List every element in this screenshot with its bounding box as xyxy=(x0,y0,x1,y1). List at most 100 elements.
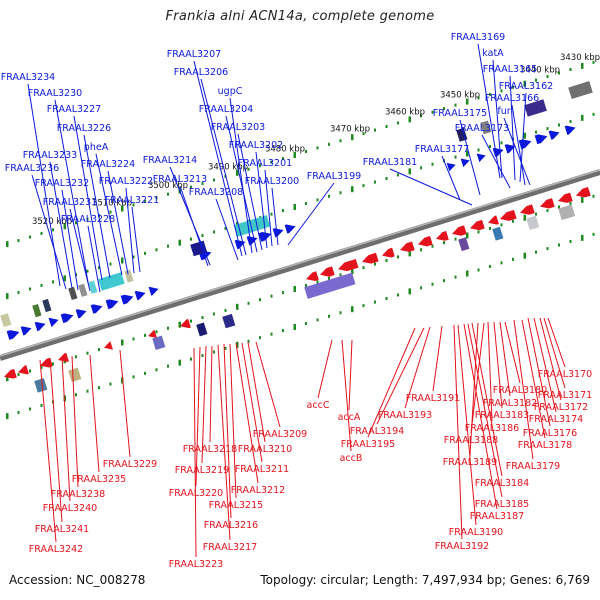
mid-upper-tick-track-tick xyxy=(305,201,307,205)
mid-lower-tick-track-tick xyxy=(443,241,445,245)
mid-upper-tick-track-tick xyxy=(558,123,560,127)
upper-tick-track-tick xyxy=(477,96,480,100)
mid-lower-tick-track-tick xyxy=(40,365,43,369)
upper-tick-track-tick xyxy=(328,142,330,146)
bottom-gene-label: FRAAL3212 xyxy=(231,485,285,496)
forward-gene xyxy=(148,286,159,296)
mid-lower-tick-track-tick xyxy=(581,196,584,203)
top-leader-line xyxy=(131,206,141,273)
reverse-gene-shape xyxy=(58,352,69,362)
upper-tick-track-tick xyxy=(397,121,399,125)
bottom-leader-line xyxy=(317,339,333,399)
bottom-gene-label: accC xyxy=(307,400,330,411)
cog-box xyxy=(32,303,42,318)
lower-tick-track-tick xyxy=(558,243,560,247)
bottom-gene-label: FRAAL3195 xyxy=(341,439,395,450)
reverse-gene-shape xyxy=(104,341,113,350)
cog-box xyxy=(234,215,271,237)
top-gene-label: FRAAL3175 xyxy=(433,108,487,119)
top-gene-label: FRAAL3166 xyxy=(485,93,539,104)
bottom-gene-label: FRAAL3172 xyxy=(534,402,588,413)
bottom-leader-line xyxy=(543,317,566,389)
reverse-gene xyxy=(306,271,319,282)
upper-tick-track-tick xyxy=(6,241,9,248)
bottom-leader-line xyxy=(39,359,57,543)
forward-gene-shape xyxy=(518,139,532,150)
top-leader-line xyxy=(179,185,209,267)
tick-tracks xyxy=(6,60,595,420)
mid-lower-tick-track-tick xyxy=(512,219,514,223)
scale-label: 3500 kbp xyxy=(148,181,188,191)
mid-upper-tick-track-tick xyxy=(98,266,100,270)
cog-box-shape xyxy=(458,237,470,252)
mid-upper-tick-track-tick xyxy=(385,176,388,180)
reverse-gene-shape xyxy=(520,204,535,215)
bottom-gene-label: FRAAL3183 xyxy=(475,410,529,421)
reverse-gene xyxy=(558,192,573,203)
top-gene-label: FRAAL3230 xyxy=(28,88,82,99)
bottom-leader-line xyxy=(119,349,131,458)
mid-lower-tick-track-tick xyxy=(6,375,9,382)
lower-tick-track-tick xyxy=(86,389,89,393)
top-leader-line xyxy=(95,153,123,276)
top-leader-line xyxy=(237,133,263,251)
mid-upper-tick-track-tick xyxy=(121,257,124,264)
mid-lower-tick-track-tick xyxy=(121,339,124,346)
mid-lower-tick-track-tick xyxy=(167,326,169,330)
mid-lower-tick-track-tick xyxy=(523,214,526,221)
forward-gene xyxy=(272,228,284,238)
top-leader-line xyxy=(107,170,129,275)
lower-tick-track-tick xyxy=(512,257,514,261)
cog-box-shape xyxy=(558,204,576,221)
forward-gene-shape xyxy=(504,144,516,154)
cog-box xyxy=(152,335,166,350)
upper-tick-track-tick xyxy=(512,85,514,89)
mid-lower-tick-track-tick xyxy=(52,362,54,366)
mid-lower-tick-track-tick xyxy=(397,255,399,259)
reverse-gene xyxy=(436,230,449,241)
reverse-gene xyxy=(40,357,53,368)
mid-lower-tick-track-tick xyxy=(420,248,422,252)
top-leader-line xyxy=(481,134,511,189)
top-gene-label: FRAAL3207 xyxy=(167,49,221,60)
forward-gene xyxy=(460,158,470,168)
cog-box-shape xyxy=(98,272,125,291)
cog-box xyxy=(98,272,125,291)
top-gene-label: fur xyxy=(497,106,510,117)
bottom-gene-label: FRAAL3185 xyxy=(475,499,529,510)
cog-box-shape xyxy=(304,272,356,299)
cog-box-shape xyxy=(222,313,236,329)
lower-tick-track-tick xyxy=(155,368,158,372)
reverse-gene-shape xyxy=(320,266,335,277)
mid-lower-tick-track-tick xyxy=(86,351,89,355)
top-leader-line xyxy=(73,115,103,281)
upper-tick-track-tick xyxy=(201,182,204,186)
cog-box xyxy=(68,286,78,301)
mid-lower-tick-track-tick xyxy=(351,268,354,275)
top-leader-line xyxy=(255,151,268,249)
mid-lower-tick-track-tick xyxy=(569,201,572,205)
top-gene-label: FRAAL3181 xyxy=(363,157,417,168)
reverse-gene-shape xyxy=(338,258,359,272)
reverse-gene-shape xyxy=(452,225,467,236)
bottom-gene-label: FRAAL3211 xyxy=(235,464,289,475)
reverse-gene xyxy=(500,209,517,221)
mid-upper-tick-track-tick xyxy=(6,293,9,300)
scale-label: 3510 kbp xyxy=(92,198,132,208)
top-leader-line xyxy=(215,198,239,261)
mid-lower-tick-track-tick xyxy=(477,230,480,234)
top-gene-label: FRAAL3231 xyxy=(43,197,97,208)
mid-lower-tick-track-tick xyxy=(339,273,342,277)
top-leader-line xyxy=(492,59,503,179)
forward-gene-shape xyxy=(272,228,284,238)
upper-tick-track-tick xyxy=(29,235,31,239)
lower-tick-track-tick xyxy=(408,288,411,295)
bottom-gene-label: FRAAL3174 xyxy=(529,414,583,425)
cog-box-shape xyxy=(88,280,98,294)
mid-upper-tick-track-tick xyxy=(535,130,537,134)
mid-upper-tick-track-tick xyxy=(581,114,584,121)
forward-genes xyxy=(6,125,576,340)
scale-label: 3520 kbp xyxy=(32,217,72,227)
